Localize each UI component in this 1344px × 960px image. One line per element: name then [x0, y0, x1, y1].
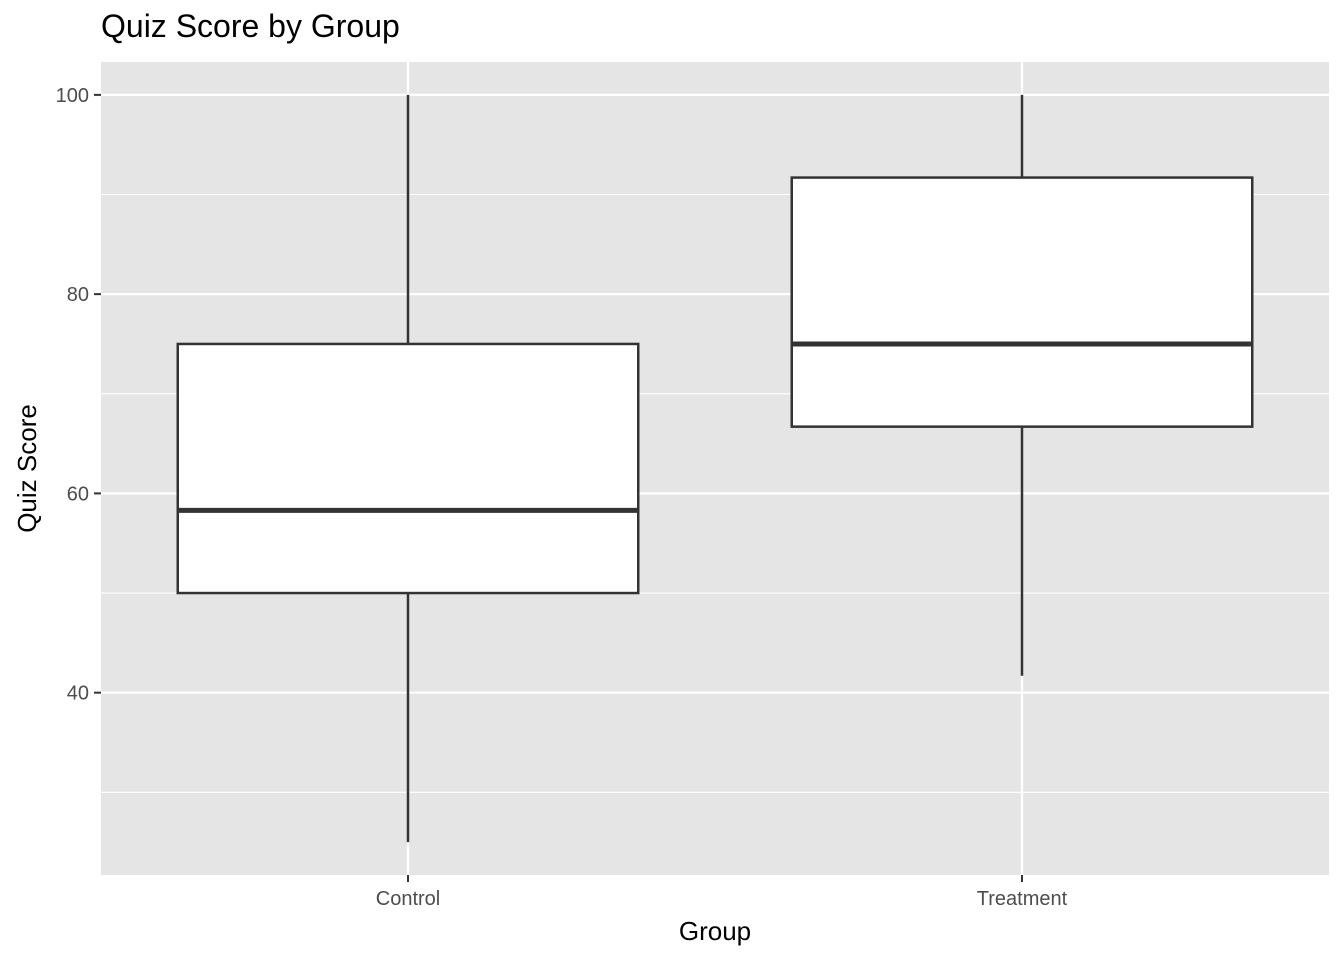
- box-control: [176, 94, 640, 843]
- y-tick-label: 80: [67, 284, 89, 306]
- box-iqr: [790, 176, 1254, 428]
- x-axis-title: Group: [679, 916, 751, 946]
- y-axis-title: Quiz Score: [12, 404, 42, 533]
- box-treatment: [790, 94, 1254, 676]
- x-tick-label: Treatment: [977, 888, 1068, 910]
- y-tick-label: 40: [67, 683, 89, 705]
- y-tick-label: 60: [67, 483, 89, 505]
- chart-title: Quiz Score by Group: [101, 8, 400, 44]
- box-iqr: [176, 342, 640, 595]
- x-tick-label: Control: [376, 888, 440, 910]
- y-tick-label: 100: [56, 85, 89, 107]
